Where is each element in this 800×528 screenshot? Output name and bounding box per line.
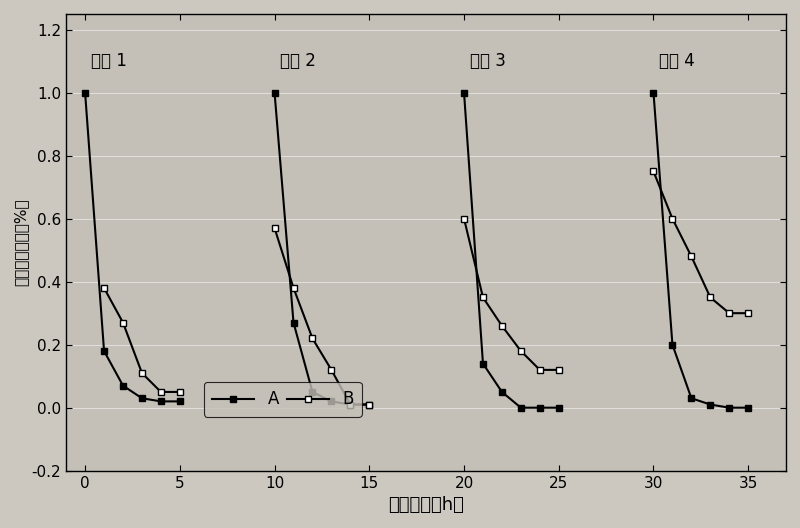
A [137, 395, 146, 401]
Legend: A, B: A, B [204, 382, 362, 417]
Text: 循环 2: 循环 2 [280, 52, 316, 70]
Y-axis label: 甲基橙降解率（%）: 甲基橙降解率（%） [14, 199, 29, 286]
A [175, 398, 185, 404]
A [118, 382, 128, 389]
Text: 循环 1: 循环 1 [90, 52, 126, 70]
B [118, 319, 128, 326]
B [156, 389, 166, 395]
B [137, 370, 146, 376]
Line: B: B [101, 285, 183, 395]
B [175, 389, 185, 395]
X-axis label: 光照时间（h）: 光照时间（h） [388, 496, 464, 514]
Text: 循环 4: 循环 4 [659, 52, 695, 70]
A [99, 348, 109, 354]
Text: 循环 3: 循环 3 [470, 52, 506, 70]
A [80, 89, 90, 96]
Line: A: A [82, 89, 183, 405]
A [156, 398, 166, 404]
B [99, 285, 109, 291]
